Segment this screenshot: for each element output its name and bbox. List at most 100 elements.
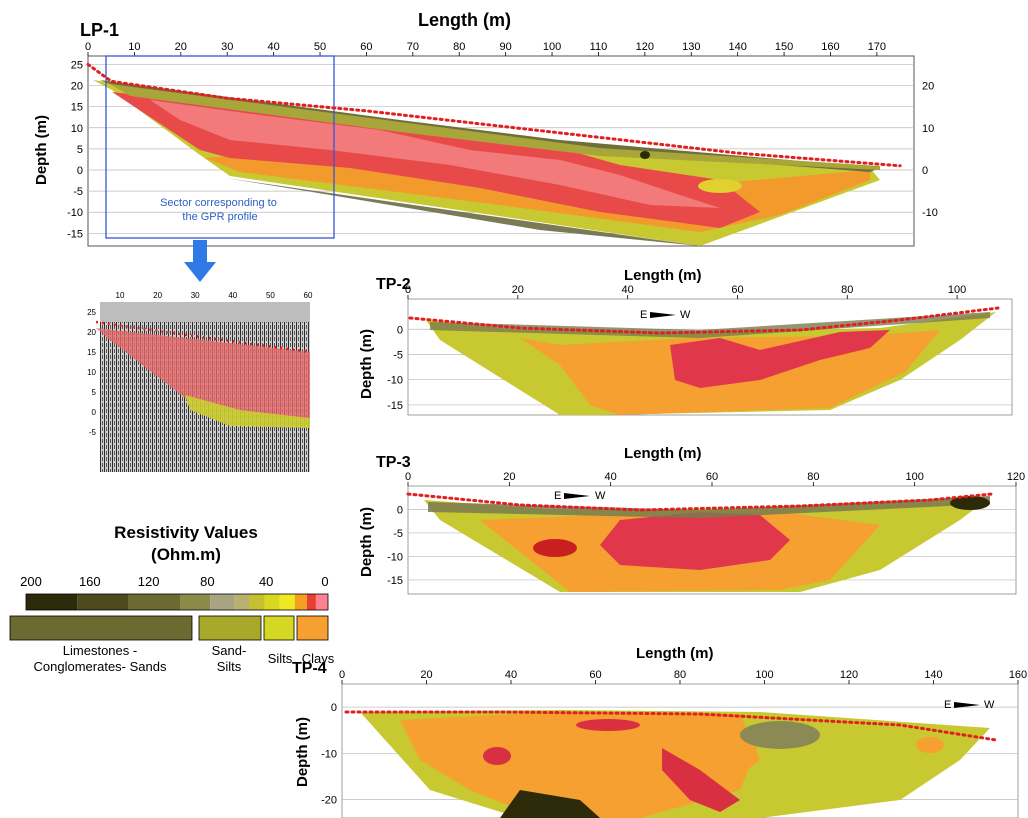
legend-class-label: Sand- bbox=[212, 643, 247, 658]
tp4-title: TP-4 bbox=[292, 660, 327, 677]
tp2-frame bbox=[407, 298, 1013, 416]
tp3-ytick-label: -15 bbox=[387, 575, 403, 587]
tp4-xtick-label: 20 bbox=[420, 669, 432, 681]
lp1-xtick-label: 10 bbox=[128, 41, 140, 53]
legend-scale-swatch bbox=[306, 594, 316, 610]
tp3-panel: TP-3 Length (m) Depth (m) 0 20 40 60 80 100 12… bbox=[358, 445, 1025, 595]
legend-scale-swatch bbox=[279, 594, 295, 610]
legend-scale-tick: 200 bbox=[20, 574, 42, 589]
tp2-xlabel: Length (m) bbox=[624, 267, 701, 284]
tp3-ytick-label: 0 bbox=[397, 504, 403, 516]
legend-scale-swatch bbox=[210, 594, 235, 610]
lp1-ytick-label: -5 bbox=[73, 186, 83, 198]
legend-scale-ticks: 200 160 120 80 40 0 bbox=[20, 574, 328, 589]
legend-scale-swatch bbox=[315, 594, 328, 610]
legend-class-swatch bbox=[9, 615, 193, 641]
gpr-sector-box bbox=[105, 55, 335, 239]
gpr-ytick-label: -5 bbox=[89, 428, 97, 437]
gpr-xtick-label: 10 bbox=[116, 291, 125, 300]
lp1-ytick-label: -15 bbox=[67, 228, 83, 240]
gpr-xtick-label: 20 bbox=[153, 291, 162, 300]
tp2-xtick-label: 20 bbox=[512, 284, 524, 296]
legend-scale-bar bbox=[25, 593, 329, 611]
tp3-xtick-label: 100 bbox=[905, 471, 923, 483]
legend-class-swatch bbox=[263, 615, 295, 641]
tp2-xtick-label: 60 bbox=[731, 284, 743, 296]
tp3-xtick-label: 40 bbox=[605, 471, 617, 483]
gpr-ytick-label: 20 bbox=[87, 328, 96, 337]
lp1-frame bbox=[87, 55, 915, 247]
lp1-panel: LP-1 Length (m) Depth (m) 0 10 20 30 40 50 60 7… bbox=[33, 10, 938, 247]
lp1-xtick-label: 30 bbox=[221, 41, 233, 53]
legend-scale-swatch bbox=[180, 594, 211, 610]
legend-class-label: Limestones - bbox=[63, 643, 137, 658]
tp4-xtick-label: 60 bbox=[589, 669, 601, 681]
gpr-xtick-label: 60 bbox=[304, 291, 313, 300]
tp2-xtick-label: 0 bbox=[405, 284, 411, 296]
legend-units: (Ohm.m) bbox=[151, 545, 221, 564]
tp3-xtick-label: 60 bbox=[706, 471, 718, 483]
lp1-xtick-label: 20 bbox=[175, 41, 187, 53]
lp1-title: LP-1 bbox=[80, 20, 119, 40]
legend-title: Resistivity Values bbox=[114, 523, 258, 542]
legend: Resistivity Values (Ohm.m) 200 160 120 80 40… bbox=[9, 523, 335, 674]
lp1-xtick-label: 110 bbox=[590, 41, 608, 53]
legend-class-swatch bbox=[296, 615, 329, 641]
tp3-title: TP-3 bbox=[376, 454, 411, 471]
lp1-surface-line bbox=[86, 62, 902, 168]
tp4-xtick-label: 140 bbox=[924, 669, 942, 681]
legend-class-label: Clays bbox=[302, 651, 335, 666]
tp4-ytick-label: -10 bbox=[321, 748, 337, 760]
tp4-xtick-label: 160 bbox=[1009, 669, 1027, 681]
tp4-orient-w: W bbox=[984, 699, 995, 711]
lp1-ytick-label: -10 bbox=[67, 207, 83, 219]
tp2-ytick-label: -5 bbox=[393, 349, 403, 361]
lp1-ytick-label: 15 bbox=[71, 102, 83, 114]
lp1-xtick-label: 120 bbox=[636, 41, 654, 53]
lp1-xtick-label: 60 bbox=[360, 41, 372, 53]
lp1-ytick-label: 10 bbox=[71, 123, 83, 135]
tp4-ytick-label: 0 bbox=[331, 702, 337, 714]
tp4-ytick-label: -20 bbox=[321, 795, 337, 807]
legend-scale-tick: 120 bbox=[138, 574, 160, 589]
tp3-xtick-label: 120 bbox=[1007, 471, 1025, 483]
lp1-xtick-label: 170 bbox=[868, 41, 886, 53]
legend-class-label: Silts bbox=[217, 659, 242, 674]
tp3-orient-w: W bbox=[595, 490, 606, 502]
legend-scale-tick: 160 bbox=[79, 574, 101, 589]
lp1-section bbox=[93, 80, 880, 246]
tp4-orient-e: E bbox=[944, 699, 951, 711]
legend-class-swatch bbox=[198, 615, 262, 641]
lp1-ytick-right-label: 0 bbox=[922, 165, 928, 177]
gpr-ytick-label: 25 bbox=[87, 308, 96, 317]
lp1-xtick-label: 50 bbox=[314, 41, 326, 53]
lp1-xtick-label: 160 bbox=[821, 41, 839, 53]
gpr-ytick-label: 10 bbox=[87, 368, 96, 377]
lp1-ytick-label: 0 bbox=[77, 165, 83, 177]
tp4-xtick-label: 40 bbox=[505, 669, 517, 681]
tp3-orient-e: E bbox=[554, 490, 561, 502]
legend-scale-tick: 0 bbox=[321, 574, 328, 589]
tp4-ylabel: Depth (m) bbox=[294, 717, 311, 787]
tp2-panel: TP-2 Length (m) Depth (m) 0 20 40 60 80 100 0 -… bbox=[358, 267, 1013, 416]
lp1-xtick-label: 130 bbox=[682, 41, 700, 53]
lp1-xlabel: Length (m) bbox=[418, 10, 511, 30]
tp2-xtick-label: 100 bbox=[948, 284, 966, 296]
lp1-xtick-label: 0 bbox=[85, 41, 91, 53]
tp3-xtick-label: 20 bbox=[503, 471, 515, 483]
tp2-orientation: E W bbox=[640, 309, 691, 321]
lp1-ytick-right-label: -10 bbox=[922, 207, 938, 219]
gpr-ytick-label: 0 bbox=[92, 408, 97, 417]
legend-scale-swatch bbox=[26, 594, 78, 610]
lp1-ylabel: Depth (m) bbox=[33, 115, 50, 185]
lp1-xtick-label: 100 bbox=[543, 41, 561, 53]
tp2-ytick-label: -10 bbox=[387, 375, 403, 387]
legend-scale-tick: 40 bbox=[259, 574, 273, 589]
tp4-xlabel: Length (m) bbox=[636, 645, 713, 662]
legend-class-label: Conglomerates- Sands bbox=[34, 659, 167, 674]
tp4-xtick-label: 120 bbox=[840, 669, 858, 681]
legend-scale-swatch bbox=[249, 594, 265, 610]
legend-scale-swatch bbox=[294, 594, 307, 610]
sector-annotation: Sector corresponding to the GPR profile bbox=[160, 197, 280, 223]
tp2-orient-e: E bbox=[640, 309, 647, 321]
